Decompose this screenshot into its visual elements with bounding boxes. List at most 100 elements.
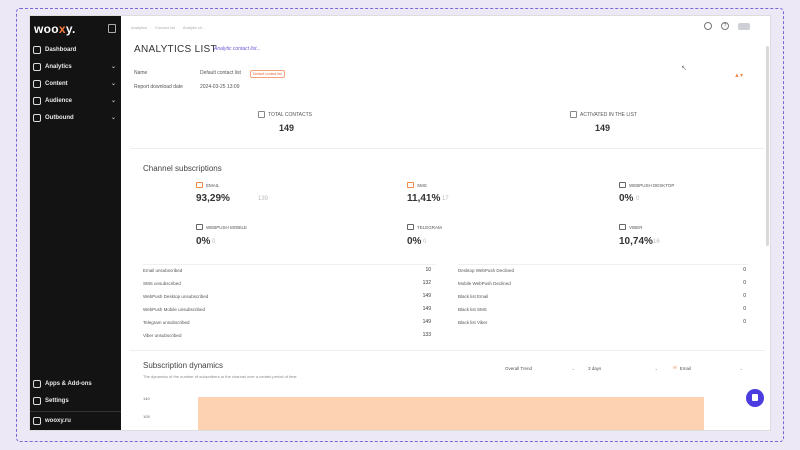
- sidebar-item-settings[interactable]: Settings: [30, 394, 121, 408]
- divider: [143, 264, 436, 265]
- scrollbar[interactable]: [766, 46, 769, 246]
- notifications-icon[interactable]: [704, 22, 712, 30]
- sidebar-item-outbound[interactable]: Outbound ⌄: [30, 111, 121, 125]
- sidebar-item-label: wooxy.ru: [45, 418, 71, 424]
- sidebar-item-dashboard[interactable]: Dashboard: [30, 43, 121, 57]
- table-row-value: 0: [743, 293, 746, 299]
- mouse-cursor-icon: ↖: [681, 65, 687, 72]
- channel-select[interactable]: ✉ Email ⌄: [673, 365, 743, 371]
- table-row-label: Telegram unsubscribed: [143, 320, 190, 325]
- table-row-label: Email unsubscribed: [143, 268, 183, 273]
- status-badge: Default contact list: [250, 70, 285, 78]
- section-subtitle: The dynamics of the number of subscriber…: [143, 374, 297, 379]
- channel-email-label: EMAIL: [196, 182, 220, 188]
- audience-icon: [33, 97, 41, 105]
- chevron-down-icon: ⌄: [110, 64, 116, 70]
- table-row-label: Viber unsubscribed: [143, 333, 182, 338]
- breadcrumb-item[interactable]: Contact list: [155, 25, 175, 30]
- table-row-value: 149: [422, 319, 431, 325]
- report-date-label: Report download date: [134, 84, 183, 90]
- breadcrumb: Analytics Contact list Analytic ch...: [131, 25, 206, 30]
- channel-sms-count: 17: [442, 196, 449, 202]
- apps-icon: [33, 380, 41, 388]
- breadcrumb-item[interactable]: Analytics: [131, 25, 148, 30]
- channel-telegram-count: 0: [423, 239, 427, 245]
- sidebar: wooxy. Dashboard Analytics ⌄ Content ⌄ A…: [30, 16, 121, 430]
- table-row-label: Black list Viber: [458, 320, 488, 325]
- channel-viber-count: 16: [653, 239, 660, 245]
- channel-email-percent: 93,29%: [196, 193, 230, 204]
- app-window: wooxy. Dashboard Analytics ⌄ Content ⌄ A…: [30, 16, 770, 430]
- total-contacts-value: 149: [279, 123, 295, 133]
- subscription-chart-area: [198, 397, 704, 430]
- sidebar-item-apps[interactable]: Apps & Add-ons: [30, 377, 121, 391]
- channel-webpush-mobile-percent: 0%: [196, 236, 211, 247]
- table-row-label: SMS unsubscribed: [143, 281, 181, 286]
- trend-select[interactable]: Overall Trend ⌄: [505, 365, 575, 371]
- contacts-icon: [258, 111, 265, 118]
- channel-sms-percent: 11,41%: [407, 193, 441, 204]
- chevron-down-icon: ⌄: [110, 98, 116, 104]
- section-title-subscription-dynamics: Subscription dynamics: [143, 361, 224, 370]
- telegram-icon: [407, 224, 414, 230]
- divider: [130, 148, 765, 149]
- activated-icon: [570, 111, 577, 118]
- channel-webpush-mobile-count: 0: [212, 239, 216, 245]
- divider: [30, 411, 121, 412]
- email-icon: ✉: [673, 365, 677, 370]
- y-axis-tick: 140: [143, 396, 150, 401]
- channel-telegram-label: TELEGRAM: [407, 224, 442, 230]
- channel-webpush-desktop-count: 0: [636, 196, 640, 202]
- channel-email-count: 139: [258, 196, 269, 202]
- table-row-label: Black list SMS: [458, 307, 487, 312]
- export-icon[interactable]: ▲▾: [734, 73, 743, 79]
- chevron-down-icon: ⌄: [739, 365, 743, 371]
- sidebar-item-account[interactable]: wooxy.ru: [30, 414, 121, 428]
- sidebar-item-analytics[interactable]: Analytics ⌄: [30, 60, 121, 74]
- divider: [458, 264, 748, 265]
- total-contacts-label: TOTAL CONTACTS: [258, 111, 312, 118]
- table-row-label: Black list Email: [458, 294, 489, 299]
- top-toolbar: ?: [704, 22, 750, 30]
- chevron-down-icon: ⌄: [571, 365, 575, 371]
- sidebar-item-label: Audience: [45, 98, 73, 104]
- table-row-value: 149: [422, 306, 431, 312]
- sidebar-item-audience[interactable]: Audience ⌄: [30, 94, 121, 108]
- sidebar-item-content[interactable]: Content ⌄: [30, 77, 121, 91]
- table-row-value: 0: [743, 267, 746, 273]
- account-icon: [33, 417, 41, 425]
- name-value: Default contact list: [200, 70, 241, 76]
- analytics-icon: [33, 63, 41, 71]
- table-row-value: 0: [743, 306, 746, 312]
- table-row-value: 10: [425, 267, 431, 273]
- outbound-icon: [33, 114, 41, 122]
- table-row-value: 132: [422, 280, 431, 286]
- period-select[interactable]: 3 days ⌄: [588, 365, 658, 371]
- section-title-channel-subscriptions: Channel subscriptions: [143, 164, 222, 173]
- chat-button[interactable]: [746, 389, 764, 407]
- avatar[interactable]: [738, 22, 750, 30]
- table-row-label: Mobile WebPush Declined: [458, 281, 511, 286]
- breadcrumb-item: Analytic ch...: [182, 25, 206, 30]
- help-icon[interactable]: ?: [721, 22, 729, 30]
- logo: wooxy.: [34, 22, 76, 36]
- activated-value: 149: [595, 123, 611, 133]
- table-row-value: 0: [743, 280, 746, 286]
- email-icon: [196, 182, 203, 188]
- channel-telegram-percent: 0%: [407, 236, 422, 247]
- table-row-label: Desktop WebPush Declined: [458, 268, 514, 273]
- list-selector-link[interactable]: Analytic contact list...: [214, 46, 261, 52]
- channel-webpush-desktop-percent: 0%: [619, 193, 634, 204]
- channel-webpush-desktop-label: WEBPUSH DESKTOP: [619, 182, 674, 188]
- content-icon: [33, 80, 41, 88]
- viber-icon: [619, 224, 626, 230]
- collapse-sidebar-icon[interactable]: [108, 24, 116, 33]
- sidebar-item-label: Dashboard: [45, 47, 77, 53]
- mobile-icon: [196, 224, 203, 230]
- sidebar-item-label: Outbound: [45, 115, 74, 121]
- y-axis-tick: 105: [143, 414, 150, 419]
- table-row-value: 133: [422, 332, 431, 338]
- channel-viber-label: VIBER: [619, 224, 643, 230]
- dashed-frame: [16, 8, 784, 442]
- gear-icon: [33, 397, 41, 405]
